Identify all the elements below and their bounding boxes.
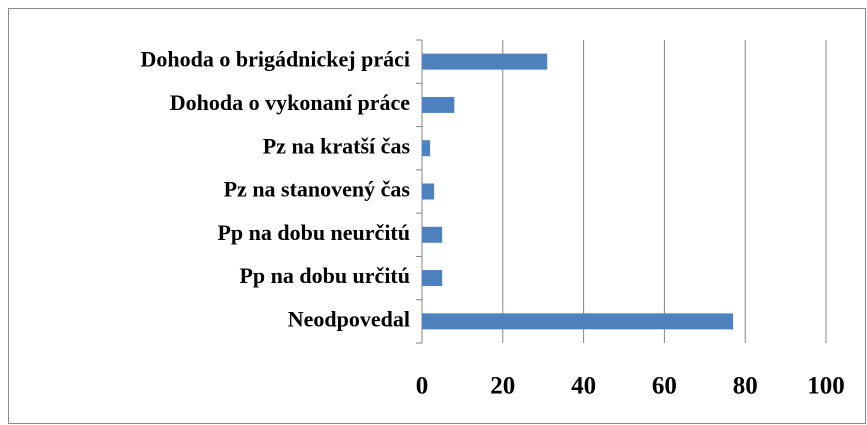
bar — [422, 313, 734, 330]
bar — [422, 226, 443, 243]
x-tick-label: 20 — [490, 373, 515, 400]
x-tick-label: 40 — [571, 373, 596, 400]
y-tick-label: Pp na dobu neurčitú — [217, 220, 410, 245]
y-tick-label: Dohoda o brigádnickej práci — [140, 47, 410, 72]
x-tick-label: 80 — [733, 373, 758, 400]
y-tick-label: Pp na dobu určitú — [239, 263, 410, 288]
x-tick-label: 60 — [652, 373, 677, 400]
x-tick-label: 0 — [416, 373, 429, 400]
y-tick-label: Pz na kratší čas — [263, 133, 411, 158]
y-tick-label: Neodpovedal — [288, 306, 410, 331]
bar — [422, 270, 443, 287]
bar — [422, 96, 455, 113]
chart-frame — [8, 8, 866, 424]
bar — [422, 140, 431, 157]
y-tick-label: Dohoda o vykonaní práce — [170, 90, 410, 115]
bar — [422, 53, 548, 70]
x-tick-label: 100 — [807, 373, 845, 400]
bar — [422, 183, 435, 200]
y-tick-label: Pz na stanovený čas — [224, 177, 411, 202]
